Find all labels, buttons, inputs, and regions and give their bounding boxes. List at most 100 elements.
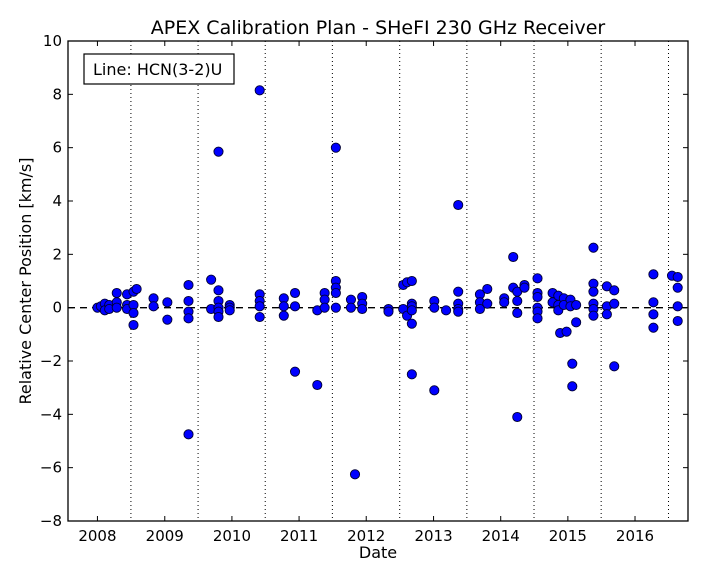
data-point xyxy=(672,282,683,293)
data-point xyxy=(672,315,683,327)
data-point xyxy=(648,297,659,308)
data-point xyxy=(131,283,142,295)
data-point xyxy=(482,298,493,309)
data-point xyxy=(453,306,464,317)
data-point xyxy=(499,297,510,308)
data-point xyxy=(289,301,301,312)
data-point xyxy=(330,287,341,299)
chart-title: APEX Calibration Plan - SHeFI 230 GHz Re… xyxy=(151,17,606,39)
y-tick-label: 6 xyxy=(52,139,62,157)
data-point xyxy=(312,379,323,391)
x-tick-label: 2010 xyxy=(213,527,251,545)
data-point xyxy=(148,301,159,312)
data-point xyxy=(206,274,217,285)
data-point xyxy=(406,369,417,380)
data-point xyxy=(571,299,582,311)
data-point xyxy=(429,302,440,313)
data-point xyxy=(111,302,122,313)
data-point xyxy=(278,310,289,321)
data-point xyxy=(254,85,265,96)
data-point xyxy=(567,381,578,392)
data-point xyxy=(648,309,659,320)
data-point xyxy=(406,305,417,316)
data-point xyxy=(512,295,523,307)
data-point xyxy=(213,311,224,323)
legend: Line: HCN(3-2)U xyxy=(83,53,235,85)
data-point xyxy=(330,302,341,313)
data-point xyxy=(588,286,599,297)
data-point xyxy=(349,469,361,480)
data-point xyxy=(453,199,464,211)
data-point xyxy=(512,411,523,423)
data-point xyxy=(571,317,582,328)
data-point xyxy=(474,303,485,315)
data-point xyxy=(254,301,265,312)
data-point xyxy=(330,142,341,153)
y-tick-label: −6 xyxy=(40,459,62,477)
data-point xyxy=(224,305,235,316)
legend-label: Line: HCN(3-2)U xyxy=(93,60,222,79)
data-point xyxy=(532,291,543,303)
data-point xyxy=(213,146,224,157)
y-tick-label: −2 xyxy=(40,352,62,370)
data-point xyxy=(648,322,659,333)
data-point xyxy=(289,287,301,299)
data-point xyxy=(482,283,493,295)
legend-box xyxy=(83,53,235,85)
data-point xyxy=(648,269,659,280)
x-tick-label: 2014 xyxy=(482,527,520,545)
data-point xyxy=(609,361,620,372)
data-point xyxy=(672,271,683,283)
data-point xyxy=(609,285,620,296)
y-tick-label: −8 xyxy=(40,512,62,530)
x-tick-label: 2009 xyxy=(146,527,184,545)
data-point xyxy=(128,319,139,331)
data-point xyxy=(183,429,194,440)
data-point xyxy=(278,301,289,312)
data-point xyxy=(128,307,139,319)
y-tick-label: 2 xyxy=(52,245,62,263)
data-point xyxy=(532,273,543,284)
y-tick-label: 10 xyxy=(43,32,62,50)
x-tick-label: 2012 xyxy=(347,527,385,545)
y-tick-label: −4 xyxy=(40,405,62,423)
data-point xyxy=(609,298,620,309)
data-point xyxy=(561,326,572,337)
x-tick-label: 2016 xyxy=(616,527,654,545)
data-point xyxy=(519,282,530,293)
data-point xyxy=(567,358,578,369)
data-point xyxy=(319,302,330,313)
data-point xyxy=(162,297,173,308)
x-tick-label: 2011 xyxy=(280,527,318,545)
data-point xyxy=(429,385,440,396)
data-point xyxy=(406,318,417,329)
data-point xyxy=(254,311,265,323)
y-axis-label: Relative Center Position [km/s] xyxy=(16,158,35,405)
data-point xyxy=(183,313,194,324)
x-tick-label: 2008 xyxy=(78,527,116,545)
data-point xyxy=(512,307,523,319)
x-axis-label: Date xyxy=(359,543,397,562)
data-point xyxy=(183,295,194,307)
data-point xyxy=(213,285,224,296)
data-point xyxy=(453,286,464,297)
data-point xyxy=(532,313,543,324)
data-point xyxy=(406,275,417,287)
data-point xyxy=(345,302,357,313)
plot-frame xyxy=(67,40,689,522)
data-point xyxy=(357,303,368,315)
data-point xyxy=(601,309,612,320)
y-tick-label: 0 xyxy=(52,299,62,317)
data-point xyxy=(289,366,301,377)
data-point xyxy=(672,301,683,312)
data-point xyxy=(111,287,122,299)
data-point xyxy=(588,310,599,321)
y-tick-label: 4 xyxy=(52,192,62,210)
data-point xyxy=(508,251,519,263)
data-point xyxy=(441,305,452,316)
data-point xyxy=(162,314,173,325)
data-point xyxy=(383,306,394,317)
data-point xyxy=(183,279,194,291)
